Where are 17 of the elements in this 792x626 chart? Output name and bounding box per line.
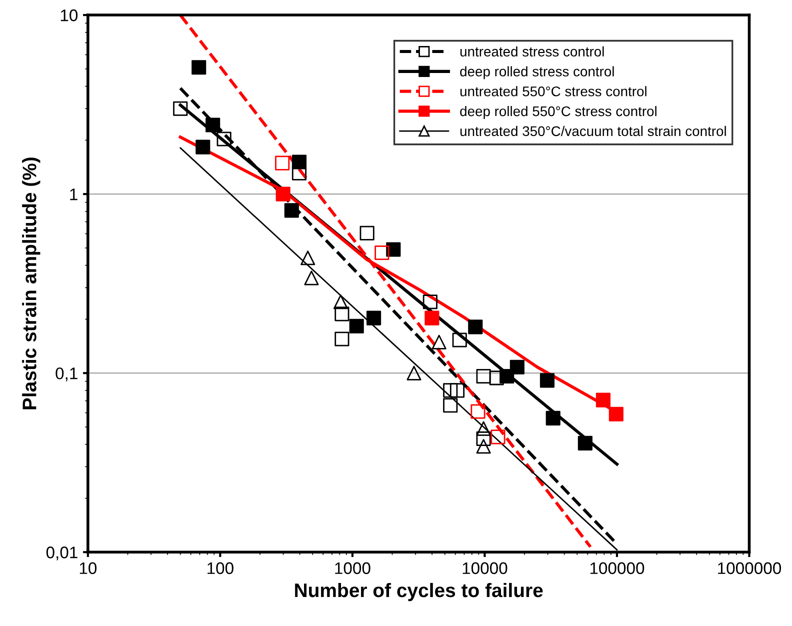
y-tick-label: 0,01 (46, 546, 78, 560)
x-tick-label: 10 (80, 562, 97, 574)
legend-label: untreated 350°C/vacuum total strain control (460, 126, 726, 136)
legend-label: untreated stress control (460, 46, 604, 57)
legend-label: deep rolled stress control (460, 66, 614, 80)
x-tick-label: 1000 (335, 562, 370, 574)
y-axis-title: Plastic strain amplitude (%) (22, 158, 40, 410)
x-tick-label: 10000 (462, 562, 508, 574)
legend-label: deep rolled 550°C stress control (460, 106, 656, 119)
y-tick-label: 10 (60, 9, 78, 22)
x-tick-label: 1000000 (718, 562, 782, 574)
y-tick-label: 1 (70, 188, 78, 200)
x-axis-title: Number of cycles to failure (295, 582, 543, 602)
legend-label: untreated 550°C stress control (460, 86, 646, 96)
x-tick-label: 100000 (590, 562, 644, 574)
x-tick-label: 100 (208, 562, 234, 574)
y-tick-label: 0,1 (56, 367, 78, 382)
